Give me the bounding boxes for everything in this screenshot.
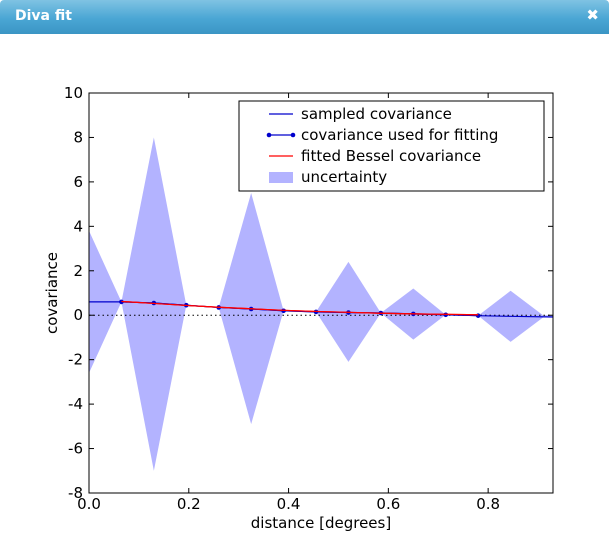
y-tick-label: -2 xyxy=(68,351,83,369)
y-tick-label: -4 xyxy=(68,395,83,413)
covariance-chart: 0.0 0.2 0.4 0.6 0.8 -8 -6 -4 -2 0 2 4 6 8 10 distance [… xyxy=(43,84,554,532)
y-tick-label: -8 xyxy=(68,484,83,502)
y-tick-label: 2 xyxy=(73,262,83,280)
x-tick-label: 0.0 xyxy=(77,495,101,513)
y-tick-label: 6 xyxy=(73,173,83,191)
legend-swatch-uncertainty xyxy=(269,172,293,183)
legend-label-3: uncertainty xyxy=(301,168,387,186)
x-tick-label: 0.6 xyxy=(376,495,400,513)
y-axis-label: covariance xyxy=(43,252,61,334)
y-tick-label: 8 xyxy=(73,128,83,146)
y-tick-label: 0 xyxy=(73,306,83,324)
legend-dot xyxy=(266,132,272,138)
window-title: Diva fit xyxy=(15,8,72,24)
uncertainty-band xyxy=(89,137,553,471)
y-tick-label: 4 xyxy=(73,217,83,235)
chart-legend: sampled covariance covariance used for fi… xyxy=(238,100,545,192)
window-titlebar: Diva fit ✖ xyxy=(0,0,609,34)
plot-area xyxy=(89,137,553,471)
plot-layer xyxy=(89,137,553,471)
legend-label-1: covariance used for fitting xyxy=(301,126,498,144)
x-axis-label: distance [degrees] xyxy=(251,514,391,532)
axes-layer: 0.0 0.2 0.4 0.6 0.8 -8 -6 -4 -2 0 2 4 6 8 10 distance [… xyxy=(43,84,554,532)
x-tick-label: 0.8 xyxy=(476,495,500,513)
legend-label-2: fitted Bessel covariance xyxy=(301,147,481,165)
fitted-line-overlay xyxy=(121,300,479,316)
y-tick-label: -6 xyxy=(68,440,83,458)
x-tick-label: 0.4 xyxy=(277,495,301,513)
y-tick-label: 10 xyxy=(64,84,83,102)
legend-label-0: sampled covariance xyxy=(301,105,452,123)
fit-point xyxy=(475,313,481,318)
x-tick-label: 0.2 xyxy=(177,495,201,513)
window-body: 0.0 0.2 0.4 0.6 0.8 -8 -6 -4 -2 0 2 4 6 8 10 distance [… xyxy=(0,34,609,550)
close-icon[interactable]: ✖ xyxy=(586,6,599,24)
plot-frame xyxy=(88,92,554,494)
legend-dot xyxy=(290,132,296,138)
